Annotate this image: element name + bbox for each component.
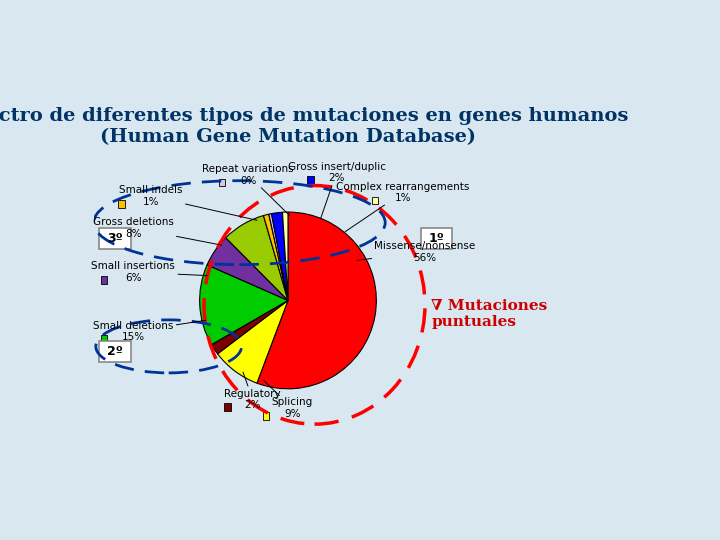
FancyBboxPatch shape: [372, 197, 378, 204]
Text: Small deletions
15%: Small deletions 15%: [93, 320, 206, 342]
Text: Regulatory
2%: Regulatory 2%: [225, 372, 281, 410]
Wedge shape: [264, 214, 288, 300]
Text: Repeat variations
0%: Repeat variations 0%: [202, 164, 294, 215]
Wedge shape: [269, 214, 288, 300]
Text: Missense/nonsense
56%: Missense/nonsense 56%: [357, 241, 476, 262]
Wedge shape: [282, 212, 288, 300]
Text: 1º: 1º: [428, 232, 444, 245]
Text: Complex rearrangements
1%: Complex rearrangements 1%: [336, 182, 469, 232]
Text: Splicing
9%: Splicing 9%: [264, 380, 313, 419]
Wedge shape: [226, 215, 288, 300]
Wedge shape: [207, 238, 288, 300]
Text: Small insertions
6%: Small insertions 6%: [91, 261, 207, 283]
Text: 2º: 2º: [107, 345, 122, 358]
Text: Gross deletions
8%: Gross deletions 8%: [93, 217, 222, 245]
FancyBboxPatch shape: [225, 403, 230, 411]
FancyBboxPatch shape: [420, 228, 452, 249]
Text: Small indels
1%: Small indels 1%: [120, 185, 257, 220]
Wedge shape: [257, 212, 377, 389]
FancyBboxPatch shape: [101, 276, 107, 284]
FancyBboxPatch shape: [118, 200, 125, 208]
Wedge shape: [199, 265, 288, 345]
Wedge shape: [212, 300, 288, 354]
Text: ∇ Mutaciones
puntuales: ∇ Mutaciones puntuales: [431, 299, 547, 329]
Text: Gross insert/duplic
2%: Gross insert/duplic 2%: [287, 161, 386, 218]
Wedge shape: [271, 212, 288, 300]
FancyBboxPatch shape: [307, 177, 314, 184]
FancyBboxPatch shape: [264, 413, 269, 420]
FancyBboxPatch shape: [101, 335, 107, 343]
FancyBboxPatch shape: [219, 179, 225, 186]
FancyBboxPatch shape: [99, 228, 131, 249]
Wedge shape: [217, 300, 288, 383]
FancyBboxPatch shape: [101, 232, 107, 239]
FancyBboxPatch shape: [99, 341, 131, 362]
Text: 3º: 3º: [107, 232, 122, 245]
Title: Espectro de diferentes tipos de mutaciones en genes humanos
(Human Gene Mutation: Espectro de diferentes tipos de mutacion…: [0, 107, 629, 146]
